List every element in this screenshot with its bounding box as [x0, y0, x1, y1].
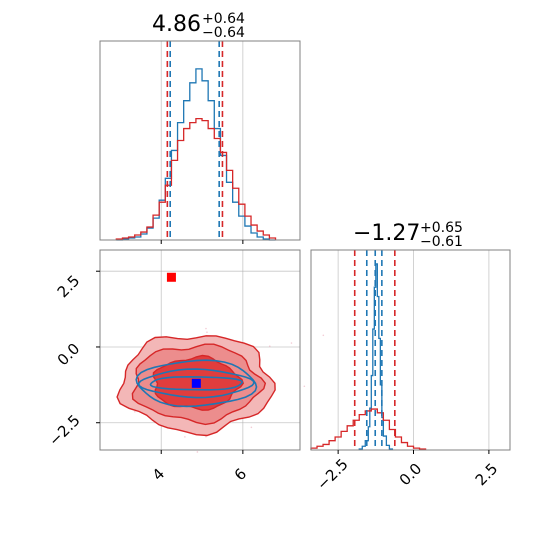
top-left-title-minus: −0.64 — [202, 25, 245, 41]
bottom-left-yticks: 2.5 0.0 −2.5 — [45, 272, 83, 450]
histogram-series — [310, 408, 427, 450]
red-marker — [166, 272, 176, 282]
sample-point — [184, 436, 186, 438]
bottom-right-title: −1.27 +0.65 −0.61 — [353, 220, 463, 250]
blue-marker — [191, 378, 201, 388]
xtick-label: 2.5 — [472, 460, 502, 490]
bottom-right-xticks: −2.5 0.0 2.5 — [313, 455, 501, 493]
bottom-left-xticks: 4 6 — [149, 465, 250, 484]
xtick-label: 0.0 — [396, 460, 426, 490]
sample-point — [196, 451, 199, 453]
histogram-series — [116, 68, 276, 241]
top-left-histogram-panel — [99, 40, 301, 244]
sample-point — [303, 385, 306, 388]
blue-contour — [149, 375, 244, 391]
sample-point — [134, 410, 136, 413]
blue-contour — [137, 368, 255, 399]
xtick-label: 4 — [149, 465, 168, 484]
sample-point — [290, 342, 293, 344]
histogram-series — [115, 117, 277, 240]
sample-point — [206, 331, 208, 333]
bottom-right-title-value: −1.27 — [353, 221, 420, 246]
panel-frame — [99, 40, 301, 241]
bottom-left-contour-panel — [96, 249, 325, 454]
top-left-title-value: 4.86 — [152, 12, 201, 37]
sample-point — [322, 334, 325, 337]
sample-point — [205, 327, 207, 330]
ytick-label: 0.0 — [54, 340, 84, 370]
panel-frame — [310, 249, 511, 451]
bottom-right-histogram-panel — [310, 249, 511, 454]
sample-point — [205, 435, 207, 438]
bottom-right-title-minus: −0.61 — [420, 234, 463, 250]
top-left-title: 4.86 +0.64 −0.64 — [152, 11, 245, 41]
panel-frame — [99, 249, 301, 451]
ytick-label: −2.5 — [45, 411, 83, 449]
bottom-right-title-plus: +0.65 — [420, 220, 463, 236]
sample-point — [268, 345, 271, 348]
xtick-label: −2.5 — [313, 455, 351, 493]
xtick-label: 6 — [231, 465, 250, 484]
sample-point — [250, 426, 253, 429]
top-left-title-plus: +0.64 — [202, 11, 245, 27]
blue-contour — [135, 359, 258, 408]
ytick-label: 2.5 — [54, 272, 84, 302]
